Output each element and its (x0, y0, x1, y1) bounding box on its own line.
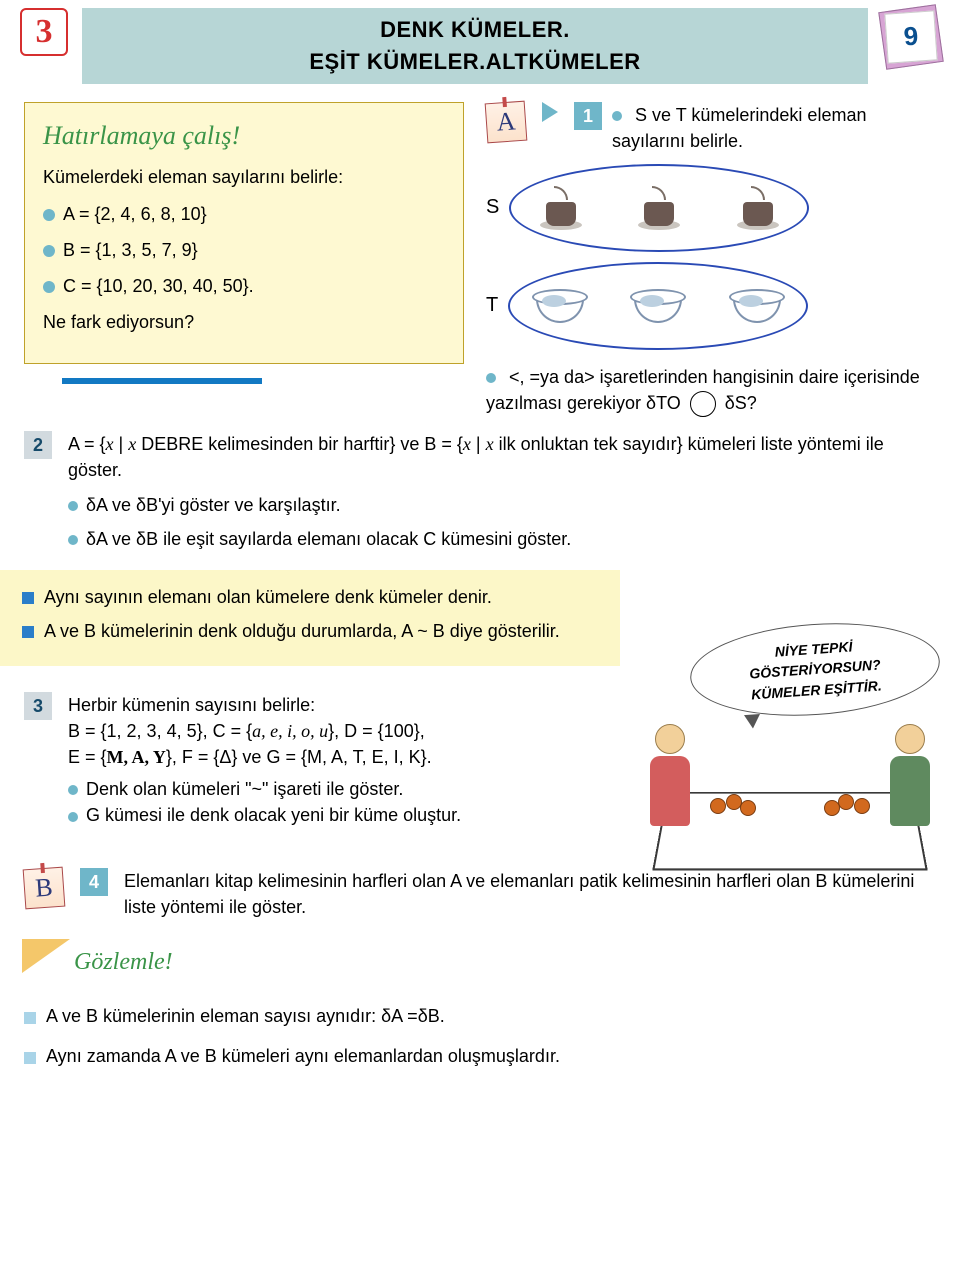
definition-band: Aynı sayının elemanı olan kümelere denk … (0, 570, 620, 666)
bullet-icon (68, 812, 78, 822)
person-left-icon (640, 724, 700, 854)
q2-bullet-1: δA ve δB'yi göster ve karşılaştır. (86, 495, 341, 515)
q3-bullet-2: G kümesi ile denk olacak yeni bir küme o… (86, 805, 461, 825)
bullet-icon (612, 111, 622, 121)
observe-triangle-icon (22, 939, 70, 973)
q3-line-1: Herbir kümenin sayısını belirle: (68, 692, 658, 718)
page-number: 9 (884, 10, 937, 63)
yellow-line-1: Aynı sayının elemanı olan kümelere denk … (44, 587, 492, 607)
bottom-line-1: A ve B kümelerinin eleman sayısı aynıdır… (46, 1006, 445, 1026)
bowl-icon (532, 283, 588, 329)
yellow-line-2: A ve B kümelerinin denk olduğu durumlard… (44, 621, 560, 641)
question-number-1: 1 (574, 102, 602, 130)
section-a-badge: A (485, 100, 528, 143)
q3-line-2: B = {1, 2, 3, 4, 5}, C = {a, e, i, o, u}… (68, 718, 658, 744)
cup-icon (733, 186, 783, 230)
table-scene (640, 714, 940, 884)
remember-intro: Kümelerdeki eleman sayılarını belirle: (43, 164, 445, 190)
remember-box: Hatırlamaya çalış! Kümelerdeki eleman sa… (24, 102, 464, 364)
square-bullet-icon (22, 626, 34, 638)
observe-heading: Gözlemle! (74, 945, 936, 980)
observe-label: Gözlemle! (74, 949, 173, 975)
person-right-icon (880, 724, 940, 854)
bullet-icon (43, 245, 55, 257)
bullet-icon (43, 281, 55, 293)
cup-icon (536, 186, 586, 230)
bullet-icon (68, 501, 78, 511)
remember-question: Ne fark ediyorsun? (43, 309, 445, 335)
question-number-2: 2 (24, 431, 52, 459)
bullet-icon (68, 535, 78, 545)
cup-icon (634, 186, 684, 230)
section-b-badge: B (23, 867, 66, 910)
remember-title: Hatırlamaya çalış! (43, 117, 445, 155)
blue-underline (62, 378, 262, 384)
q1-text: S ve T kümelerindeki eleman sayılarını b… (612, 105, 866, 151)
question-number-3: 3 (24, 692, 52, 720)
question-1-row: A 1 S ve T kümelerindeki eleman sayıları… (486, 102, 936, 154)
title-line-1: DENK KÜMELER. (92, 14, 858, 46)
venn-label-t: T (486, 291, 498, 320)
title-line-2: EŞİT KÜMELER.ALTKÜMELER (92, 46, 858, 78)
chapter-number: 3 (36, 7, 53, 56)
bullet-icon (43, 209, 55, 221)
q3-bullet-1: Denk olan kümeleri "~" işareti ile göste… (86, 779, 403, 799)
triangle-icon (542, 102, 558, 122)
bottom-observations: A ve B kümelerinin eleman sayısı aynıdır… (0, 987, 960, 1069)
set-c: C = {10, 20, 30, 40, 50}. (63, 276, 254, 296)
question-2-row: 2 A = {x | x DEBRE kelimesinden bir harf… (24, 431, 936, 483)
title-band: DENK KÜMELER. EŞİT KÜMELER.ALTKÜMELER (82, 8, 868, 84)
chapter-number-box: 3 (20, 8, 68, 56)
bowl-icon (729, 283, 785, 329)
compare-text-b: δS? (725, 393, 757, 413)
set-a: A = {2, 4, 6, 8, 10} (63, 204, 207, 224)
bottom-line-2: Aynı zamanda A ve B kümeleri aynı eleman… (46, 1046, 560, 1066)
venn-label-s: S (486, 193, 499, 222)
compare-line: <, =ya da> işaretlerinden hangisinin dai… (486, 364, 936, 417)
page-number-badge: 9 (882, 8, 940, 66)
bullet-icon (486, 373, 496, 383)
speech-bubble: NİYE TEPKİ GÖSTERİYORSUN? KÜMELER EŞİTTİ… (687, 615, 943, 723)
bullet-icon (68, 785, 78, 795)
cartoon-illustration: NİYE TEPKİ GÖSTERİYORSUN? KÜMELER EŞİTTİ… (640, 624, 940, 884)
q3-line-3: E = {M, A, Y}, F = {Δ} ve G = {M, A, T, … (68, 744, 658, 770)
bowl-icon (630, 283, 686, 329)
q2-bullet-2: δA ve δB ile eşit sayılarda elemanı olac… (86, 529, 571, 549)
square-bullet-icon (24, 1012, 36, 1024)
venn-oval-t (508, 262, 808, 350)
square-bullet-icon (24, 1052, 36, 1064)
blank-circle (690, 391, 716, 417)
q2-main-a: A = {x | x DEBRE kelimesinden bir harfti… (68, 434, 884, 480)
venn-diagrams: S T (486, 164, 936, 350)
page-header: 3 DENK KÜMELER. EŞİT KÜMELER.ALTKÜMELER … (0, 0, 960, 84)
venn-oval-s (509, 164, 809, 252)
set-b: B = {1, 3, 5, 7, 9} (63, 240, 198, 260)
square-bullet-icon (22, 592, 34, 604)
question-number-4: 4 (80, 868, 108, 896)
